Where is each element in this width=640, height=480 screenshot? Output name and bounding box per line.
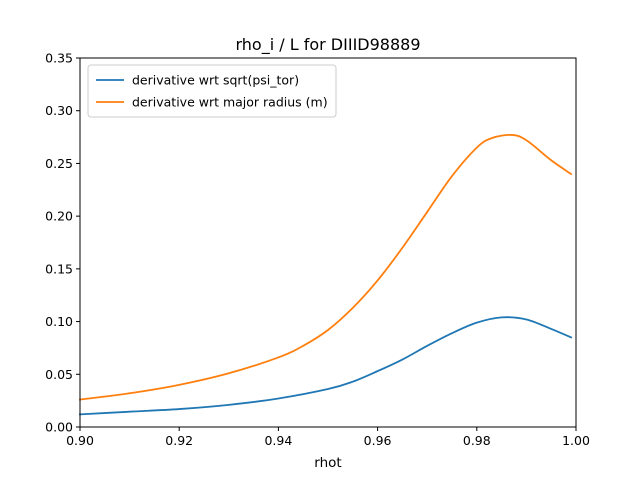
legend: derivative wrt sqrt(psi_tor) derivative w…	[87, 64, 337, 118]
legend-label-2: derivative wrt major radius (m)	[132, 95, 328, 110]
plot-area	[78, 134, 573, 416]
y-tick-label: 0.05	[45, 367, 73, 382]
y-tick-label: 0.30	[45, 103, 73, 118]
series-line-1	[79, 316, 573, 416]
y-tick-label: 0.10	[45, 314, 73, 329]
y-tick-label: 0.35	[45, 51, 73, 66]
x-tick-label: 1.00	[562, 433, 590, 448]
y-tick-label: 0.25	[45, 156, 73, 171]
x-tick-label: 0.96	[364, 433, 392, 448]
x-tick-label: 0.90	[66, 433, 94, 448]
y-tick-label: 0.15	[45, 261, 73, 276]
x-tick-label: 0.98	[463, 433, 491, 448]
x-tick-label: 0.92	[165, 433, 193, 448]
series-line-2	[78, 134, 573, 401]
y-tick-label: 0.00	[45, 420, 73, 435]
x-tick-label: 0.94	[264, 433, 292, 448]
x-axis-label: rhot	[314, 455, 341, 471]
legend-box	[87, 64, 337, 118]
axis-ticks: 0.90 0.92 0.94 0.96 0.98 1.00 0.00 0.05 0.10 0.15…	[45, 51, 590, 449]
y-tick-label: 0.20	[45, 209, 73, 224]
chart-title: rho_i / L for DIIID98889	[235, 35, 420, 55]
legend-label-1: derivative wrt sqrt(psi_tor)	[132, 73, 299, 88]
axes-frame	[79, 57, 577, 428]
